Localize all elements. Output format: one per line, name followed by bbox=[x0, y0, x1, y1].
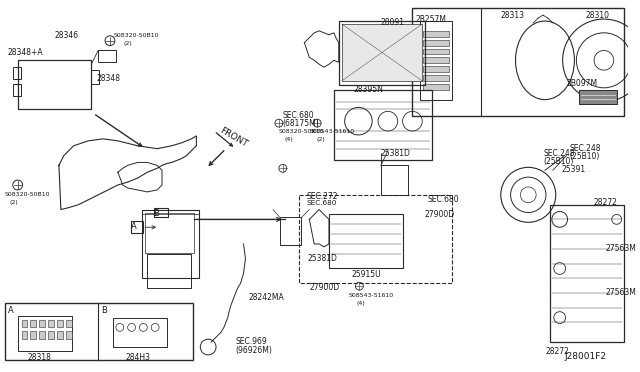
Text: J28001F2: J28001F2 bbox=[564, 352, 607, 361]
Text: 28272: 28272 bbox=[546, 347, 570, 356]
Text: (68175M): (68175M) bbox=[283, 119, 319, 128]
Bar bbox=[579, 90, 617, 103]
Text: 28348+A: 28348+A bbox=[8, 48, 44, 57]
Bar bbox=[113, 318, 167, 347]
Bar bbox=[66, 331, 72, 339]
Text: 28091: 28091 bbox=[381, 18, 405, 27]
Text: (4): (4) bbox=[356, 301, 365, 306]
Bar bbox=[48, 331, 54, 339]
Bar bbox=[423, 40, 449, 46]
Bar bbox=[339, 21, 425, 85]
Text: SEC.969: SEC.969 bbox=[236, 337, 268, 346]
Bar bbox=[57, 320, 63, 327]
Text: SEC.248: SEC.248 bbox=[570, 144, 601, 153]
Bar bbox=[5, 303, 193, 360]
Bar bbox=[57, 331, 63, 339]
Text: 28310: 28310 bbox=[585, 11, 609, 20]
Bar bbox=[18, 60, 92, 109]
Text: 28346: 28346 bbox=[54, 31, 78, 40]
Text: 25391: 25391 bbox=[562, 166, 586, 174]
Text: 25915U: 25915U bbox=[351, 270, 381, 279]
Text: SEC.680: SEC.680 bbox=[307, 200, 337, 206]
Bar bbox=[18, 315, 72, 351]
Bar bbox=[39, 331, 45, 339]
Bar bbox=[423, 57, 449, 63]
Bar bbox=[423, 75, 449, 81]
Text: 28313: 28313 bbox=[500, 11, 525, 20]
Text: 284H3: 284H3 bbox=[125, 353, 150, 362]
Bar bbox=[342, 24, 422, 81]
Text: SEC.248: SEC.248 bbox=[543, 149, 575, 158]
Bar bbox=[66, 320, 72, 327]
Bar bbox=[13, 84, 20, 96]
Bar bbox=[31, 331, 36, 339]
Bar bbox=[423, 31, 449, 37]
Text: 28272: 28272 bbox=[593, 198, 617, 207]
Bar bbox=[412, 8, 623, 116]
Bar bbox=[98, 51, 116, 62]
Bar bbox=[334, 90, 432, 160]
Text: 2B257M: 2B257M bbox=[415, 15, 446, 24]
Bar bbox=[13, 67, 20, 79]
Text: (2): (2) bbox=[316, 137, 325, 142]
Bar bbox=[381, 166, 408, 195]
Text: (25B10): (25B10) bbox=[543, 157, 573, 166]
Bar bbox=[420, 21, 452, 100]
Text: S08320-50B10: S08320-50B10 bbox=[114, 33, 159, 38]
Bar bbox=[48, 320, 54, 327]
Bar bbox=[22, 331, 28, 339]
Text: 28348: 28348 bbox=[96, 74, 120, 83]
Text: 27900D: 27900D bbox=[309, 283, 339, 292]
Text: B: B bbox=[101, 306, 107, 315]
Text: 28242MA: 28242MA bbox=[248, 293, 284, 302]
Text: B: B bbox=[153, 209, 159, 218]
Bar bbox=[39, 320, 45, 327]
Text: S08543-51610: S08543-51610 bbox=[349, 293, 394, 298]
Text: (96926M): (96926M) bbox=[236, 346, 273, 355]
Text: (2): (2) bbox=[124, 41, 132, 46]
Bar bbox=[92, 70, 99, 84]
Text: SEC.272: SEC.272 bbox=[307, 192, 338, 201]
Text: 2B097M: 2B097M bbox=[566, 79, 598, 88]
Bar bbox=[423, 48, 449, 54]
Text: A: A bbox=[131, 222, 136, 231]
Text: (2): (2) bbox=[10, 200, 19, 205]
Bar bbox=[300, 195, 452, 283]
Text: S08543-51610: S08543-51610 bbox=[309, 129, 355, 134]
Bar bbox=[31, 320, 36, 327]
Bar bbox=[142, 209, 199, 278]
Text: FRONT: FRONT bbox=[218, 126, 249, 149]
Text: SEC.680: SEC.680 bbox=[283, 111, 314, 121]
Bar bbox=[329, 215, 403, 269]
Text: SEC.680: SEC.680 bbox=[427, 195, 459, 204]
Text: 28318: 28318 bbox=[28, 353, 51, 362]
Bar bbox=[423, 66, 449, 72]
Text: (25B10): (25B10) bbox=[570, 152, 600, 161]
Bar bbox=[154, 208, 168, 217]
Text: 27900D: 27900D bbox=[424, 209, 454, 219]
Text: (4): (4) bbox=[285, 137, 294, 142]
Text: 27563M: 27563M bbox=[606, 288, 637, 297]
Text: S08320-50B10: S08320-50B10 bbox=[5, 192, 51, 197]
Text: 25381D: 25381D bbox=[381, 149, 411, 158]
Text: A: A bbox=[8, 306, 13, 315]
Bar bbox=[550, 205, 623, 342]
Bar bbox=[22, 320, 28, 327]
Text: 25381D: 25381D bbox=[307, 254, 337, 263]
Bar bbox=[280, 217, 301, 245]
Bar bbox=[131, 221, 143, 233]
Bar bbox=[145, 214, 195, 253]
Text: 27563M: 27563M bbox=[606, 244, 637, 253]
Bar bbox=[147, 254, 191, 288]
Text: S08320-50B10: S08320-50B10 bbox=[279, 129, 324, 134]
Text: 28395N: 28395N bbox=[353, 85, 383, 94]
Bar bbox=[423, 84, 449, 90]
